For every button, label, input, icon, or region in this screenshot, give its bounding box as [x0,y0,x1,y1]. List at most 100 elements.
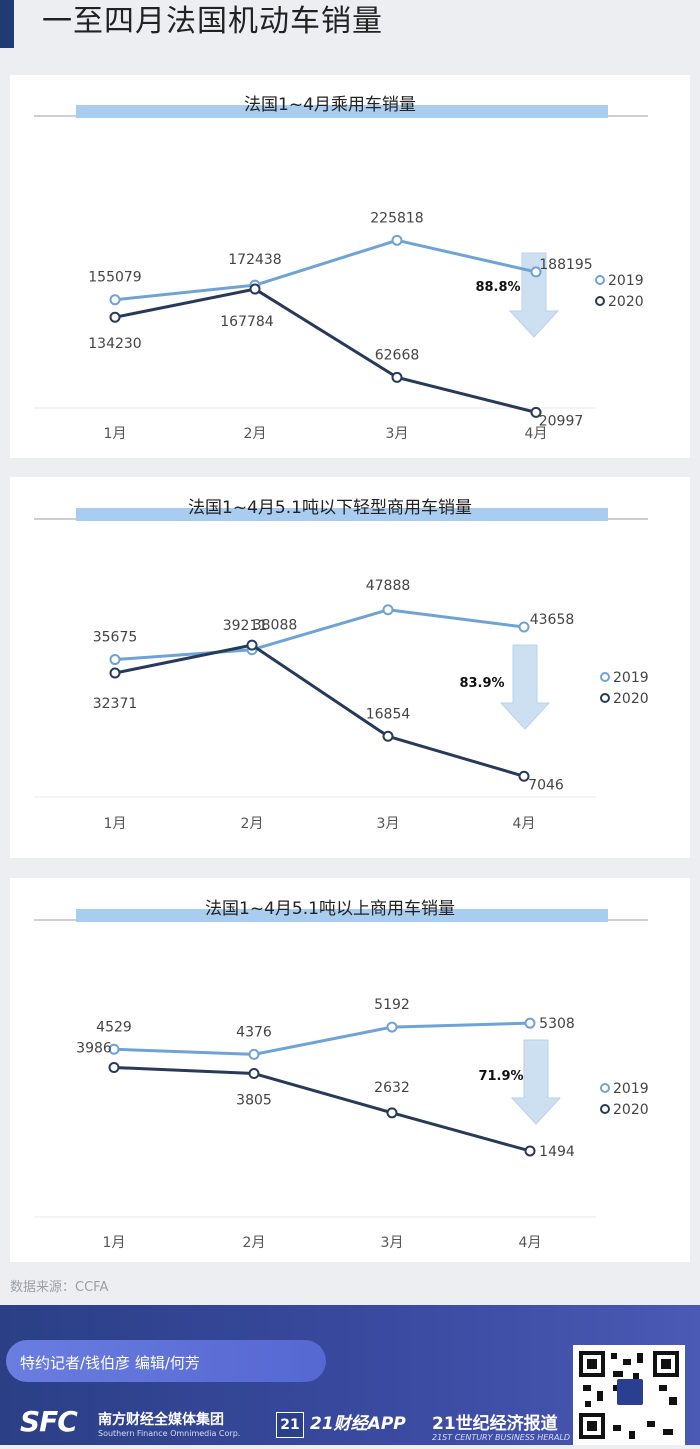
data-point-2020 [109,667,121,679]
data-label-2020: 1494 [539,1144,575,1160]
chart-card-passenger: 法国1~4月乘用车销量 1月 2月 3月 4月 88.8% 155079 172438 2258… [10,75,690,458]
data-point-2019 [386,1021,398,1033]
data-point-2020 [530,406,542,418]
page-title: 一至四月法国机动车销量 [42,4,383,39]
series-line-2020 [114,287,537,414]
chart-title: 法国1~4月5.1吨以上商用车销量 [205,899,455,919]
data-point-2019 [382,604,394,616]
credit-text: 特约记者/钱伯彦 编辑/何芳 [20,1354,200,1372]
data-point-2019 [518,621,530,633]
title-band [76,105,608,118]
header-accent-bar [0,0,14,48]
decline-percent: 71.9% [478,1069,523,1084]
data-label-2019: 172438 [228,252,281,268]
sfc-name-cn: 南方财经全媒体集团 [98,1412,224,1428]
legend-marker-2019 [600,672,610,682]
x-tick-label: 1月 [104,816,127,832]
legend-label-2020: 2020 [613,1102,649,1118]
sfc-logo: SFC [20,1405,78,1438]
data-label-2020: 20997 [539,413,584,429]
legend-marker-2019 [595,275,605,285]
x-tick-label: 4月 [513,816,536,832]
x-tick-label: 2月 [241,816,264,832]
legend-marker-2020 [595,296,605,306]
x-tick-label: 2月 [244,426,267,442]
data-point-2019 [109,294,121,306]
series-line-2019 [113,1021,531,1056]
qr-code[interactable] [573,1345,685,1445]
data-label-2020: 32371 [93,696,138,712]
qr-code-icon [579,1351,679,1439]
data-point-2020 [246,639,258,651]
chart-heavy-commercial: 法国1~4月5.1吨以上商用车销量 1月 2月 3月 4月 71.9% 4529 4376 51… [34,899,649,1251]
data-point-2020 [249,283,261,295]
data-label-2019: 35675 [93,630,138,646]
title-band [76,508,608,521]
x-tick-label: 3月 [377,816,400,832]
x-tick-label: 4月 [525,426,548,442]
data-point-2020 [382,730,394,742]
data-label-2020: 134230 [88,336,141,352]
data-label-2019: 4529 [96,1019,132,1035]
decline-percent: 88.8% [475,280,520,295]
data-point-2019 [524,1017,536,1029]
x-tick-label: 3月 [381,1235,404,1251]
decline-arrow [499,644,551,730]
x-tick-label: 3月 [386,426,409,442]
data-point-2020 [518,770,530,782]
app-name: 21财经APP [310,1414,406,1434]
chart-title: 法国1~4月乘用车销量 [244,95,416,115]
data-label-2020: 3986 [76,1040,112,1056]
data-label-2020: 62668 [375,347,420,363]
decline-percent: 83.9% [459,676,504,691]
legend-label-2020: 2020 [608,294,644,310]
source-note: 数据来源：CCFA [10,1280,109,1295]
decline-arrow [508,252,560,338]
data-point-2019 [248,1048,260,1060]
data-label-2019: 38088 [253,618,298,634]
legend-marker-2020 [600,693,610,703]
data-label-2020: 39211 [223,618,268,634]
title-band [76,909,608,922]
chart-light-commercial: 法国1~4月5.1吨以下轻型商用车销量 1月 2月 3月 4月 83.9% 35675 380… [34,498,649,832]
data-label-2020: 16854 [366,706,411,722]
data-point-2019 [530,266,542,278]
herald-name: 21世纪经济报道 [432,1414,558,1434]
data-label-2020: 3805 [236,1093,272,1109]
data-point-2019 [391,234,403,246]
chart-card-heavy-commercial: 法国1~4月5.1吨以上商用车销量 1月 2月 3月 4月 71.9% 4529 4376 51… [10,878,690,1262]
data-label-2019: 4376 [236,1024,272,1040]
x-tick-label: 4月 [519,1235,542,1251]
legend-marker-2020 [600,1104,610,1114]
data-label-2019: 47888 [366,578,411,594]
herald-name-en: 21ST CENTURY BUSINESS HERALD [432,1433,570,1442]
data-point-2020 [109,311,121,323]
data-point-2019 [109,654,121,666]
data-point-2020 [524,1145,536,1157]
decline-arrow [510,1039,562,1125]
chart-passenger: 法国1~4月乘用车销量 1月 2月 3月 4月 88.8% 155079 172438 2258… [34,95,648,442]
data-point-2020 [248,1068,260,1080]
credit-pill [6,1340,326,1382]
sfc-name-en: Southern Finance Omnimedia Corp. [98,1429,241,1438]
x-tick-label: 2月 [243,1235,266,1251]
data-label-2019: 155079 [88,270,141,286]
legend-marker-2019 [600,1083,610,1093]
data-label-2019: 225818 [370,210,423,226]
data-point-2020 [386,1107,398,1119]
legend-label-2019: 2019 [608,273,644,289]
data-label-2019: 43658 [530,612,575,628]
series-line-2019 [114,608,525,662]
app-logo: 21 [276,1412,304,1438]
series-line-2020 [114,643,525,778]
data-label-2020: 2632 [374,1080,410,1096]
legend-label-2019: 2019 [613,1081,649,1097]
data-label-2019: 188195 [539,257,592,273]
legend-label-2020: 2020 [613,691,649,707]
data-label-2020: 167784 [220,314,274,330]
series-line-2020 [113,1065,531,1153]
data-point-2019 [108,1043,120,1055]
data-label-2019: 5308 [539,1016,575,1032]
page-header: 一至四月法国机动车销量 [0,0,700,60]
data-point-2020 [108,1061,120,1073]
